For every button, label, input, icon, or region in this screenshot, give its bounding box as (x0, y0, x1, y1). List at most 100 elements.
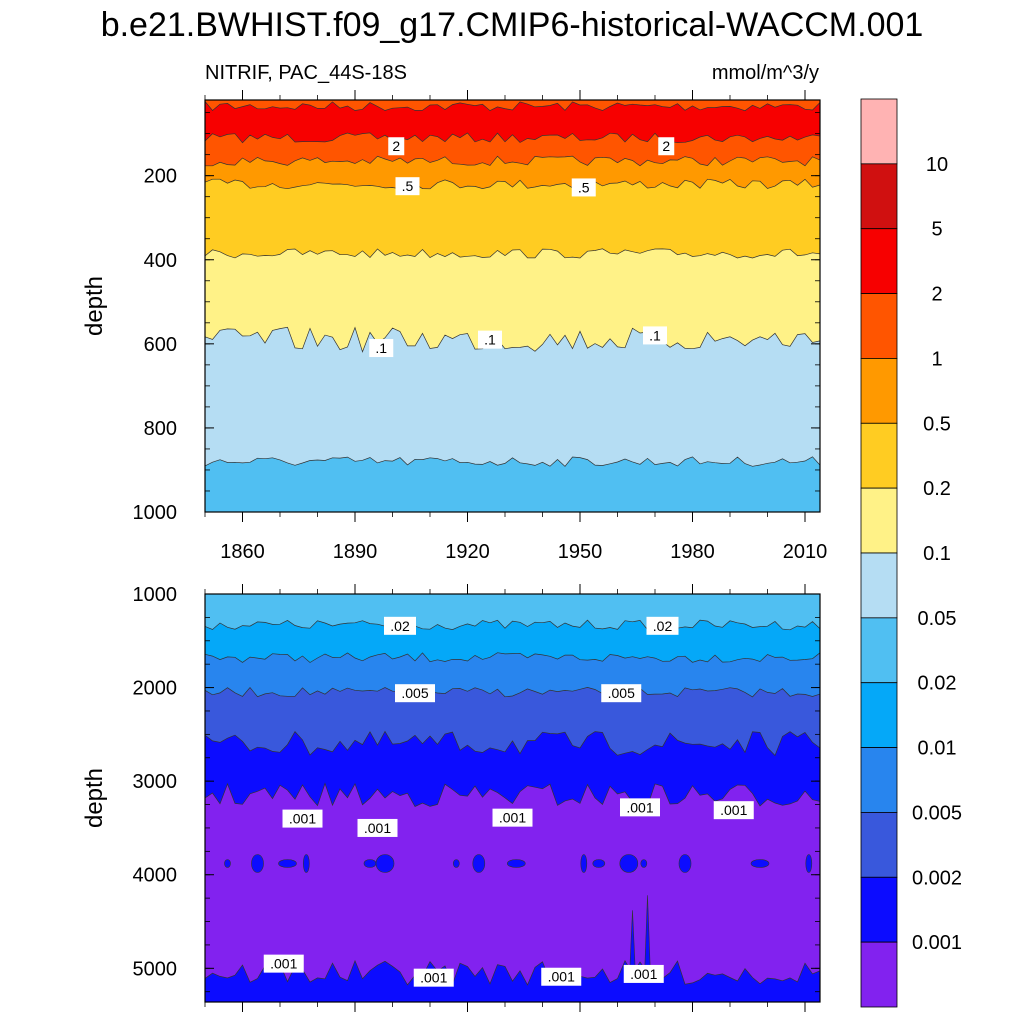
contour-label: .5 (578, 179, 590, 195)
deep-blob (678, 854, 692, 873)
deep-blob (302, 854, 310, 873)
contour-band-1-5 (205, 783, 820, 1002)
colorbar-label: 0.1 (923, 543, 951, 565)
deep-blob (224, 859, 231, 868)
contour-label-bg (263, 954, 304, 973)
contour-label-bg (413, 968, 454, 987)
contour-line-1-3 (204, 686, 821, 698)
contour-label: .5 (402, 178, 414, 194)
contour-label-bg (571, 178, 596, 197)
contour-label: .1 (375, 340, 387, 356)
deep-blob (619, 854, 639, 873)
deep-blob (472, 854, 486, 873)
colorbar-swatch (860, 682, 898, 748)
colorbar-label: 0.05 (918, 608, 957, 630)
y-tick-label: 400 (144, 250, 177, 272)
contour-band-0-7 (205, 456, 820, 512)
colorbar-label: 2 (931, 284, 942, 306)
y-tick-label: 1000 (133, 584, 178, 606)
colorbar-swatch (860, 941, 898, 1008)
contour-line-1-4 (204, 730, 821, 757)
contour-label-bg (623, 964, 664, 983)
colorbar-label: 0.02 (918, 673, 957, 695)
contour-line-0-2 (204, 132, 821, 144)
contour-label: .001 (270, 956, 297, 972)
variable-region-label: NITRIF, PAC_44S-18S (205, 62, 407, 84)
y-axis-title: depth (81, 276, 108, 336)
contour-label: .001 (499, 810, 526, 826)
contour-label-bg (388, 137, 405, 156)
contour-label: .02 (390, 618, 410, 634)
colorbar-label: 0.2 (923, 478, 951, 500)
y-tick-label: 1000 (133, 502, 178, 524)
contour-line-0-1 (204, 101, 821, 112)
deep-blob (592, 859, 606, 868)
deep-blob (363, 859, 377, 868)
contour-label: .005 (608, 685, 635, 701)
contour-label-bg (369, 339, 394, 358)
deep-blob (750, 859, 770, 868)
x-tick-label: 2010 (783, 541, 828, 563)
y-tick-label: 5000 (133, 958, 178, 980)
colorbar-swatch (860, 422, 898, 489)
contour-label-bg (620, 798, 660, 817)
contour-label: .001 (720, 802, 747, 818)
colorbar-swatch (860, 876, 898, 943)
x-tick-label: 1890 (333, 541, 378, 563)
contour-label: .001 (289, 811, 316, 827)
plot-frame-1 (204, 593, 821, 1003)
deep-blob (805, 854, 813, 873)
contour-line-1-5 (204, 782, 821, 807)
y-tick-label: 800 (144, 418, 177, 440)
contour-label: .005 (401, 685, 428, 701)
deep-blob (278, 859, 297, 868)
x-tick-label: 1950 (558, 541, 603, 563)
contour-line-0-6 (204, 326, 821, 353)
contour-line-0-5 (204, 248, 821, 259)
deep-blob (506, 859, 526, 868)
colorbar-label: 5 (931, 219, 942, 241)
plot-frame-0 (204, 99, 821, 513)
contour-label: .1 (649, 327, 661, 343)
contour-line-0-4 (204, 178, 821, 190)
contour-label-bg (395, 177, 420, 196)
contour-label: 2 (662, 138, 670, 154)
contour-line-1-1 (204, 619, 821, 631)
colorbar-swatch (860, 617, 898, 684)
x-tick-label: 1920 (445, 541, 490, 563)
colorbar-label: 0.005 (912, 802, 962, 824)
contour-label: .001 (364, 820, 391, 836)
contour-label-bg (478, 330, 502, 349)
contour-line-1-6 (204, 959, 821, 986)
deep-blob (375, 854, 395, 873)
contour-label-bg (658, 137, 675, 156)
colorbar-swatch (860, 487, 898, 554)
colorbar-swatch (860, 812, 898, 878)
contour-label: .001 (630, 966, 657, 982)
contour-label-bg (541, 967, 582, 986)
y-tick-label: 3000 (133, 771, 178, 793)
contour-label: .001 (548, 969, 575, 985)
contour-line-0-3 (205, 155, 821, 167)
x-tick-label: 1860 (220, 541, 265, 563)
contour-label-bg (646, 616, 679, 635)
y-tick-label: 4000 (133, 865, 178, 887)
colorbar-label: 1 (931, 348, 942, 370)
colorbar-label: 0.01 (918, 738, 957, 760)
chart-title: b.e21.BWHIST.f09_g17.CMIP6-historical-WA… (100, 6, 924, 44)
y-tick-label: 2000 (133, 678, 178, 700)
colorbar-swatch (860, 293, 898, 359)
deep-blob (251, 854, 264, 873)
deep-blob (452, 859, 460, 868)
contour-line-0-7 (204, 456, 821, 467)
colorbar-swatch (860, 358, 898, 424)
colorbar-label: 0.5 (923, 413, 951, 435)
contour-label-bg (713, 801, 754, 820)
contour-label-bg (492, 808, 533, 827)
colorbar-swatch (860, 98, 898, 165)
deep-blob (640, 859, 648, 868)
contour-label: .001 (420, 970, 447, 986)
y-tick-label: 600 (144, 334, 177, 356)
colorbar-swatch (860, 228, 898, 294)
